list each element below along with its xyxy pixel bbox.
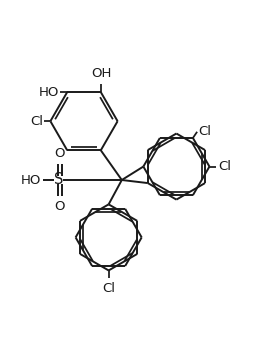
Text: OH: OH <box>92 67 112 80</box>
Text: HO: HO <box>38 86 59 99</box>
Text: Cl: Cl <box>102 283 115 296</box>
Text: Cl: Cl <box>199 125 211 138</box>
Text: S: S <box>54 172 64 188</box>
Text: O: O <box>54 147 65 161</box>
Text: O: O <box>54 199 65 213</box>
Text: HO: HO <box>21 174 41 186</box>
Text: Cl: Cl <box>30 115 43 128</box>
Text: Cl: Cl <box>218 160 231 173</box>
